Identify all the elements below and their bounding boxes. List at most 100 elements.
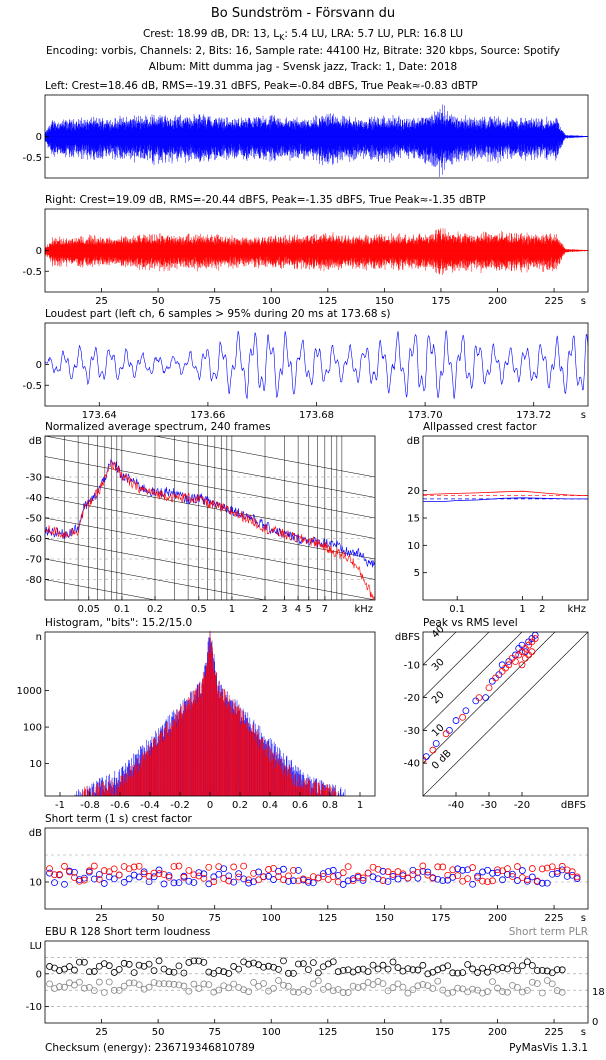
short-crest-point-right (404, 874, 412, 882)
right-ytick-label: 0 (36, 246, 42, 257)
short-crest-point-right (51, 871, 58, 879)
ebu-plr-point (190, 980, 198, 988)
spectrum-xtick-label: 5 (306, 604, 312, 615)
short-crest-point-right (130, 863, 138, 871)
ebu-loudness-point (299, 960, 307, 968)
spectrum-xunit-label: kHz (354, 604, 373, 615)
ebu-plr-point (130, 979, 138, 987)
ebu-plr-point (195, 985, 203, 992)
short-crest-point-right (414, 868, 422, 876)
ebu-loudness-point (334, 968, 342, 976)
ebu-plr-point (528, 978, 536, 986)
short-crest-point-left (424, 868, 432, 876)
ebu-loudness-point (514, 967, 521, 975)
ebu-plr-point (175, 981, 183, 989)
ebu-plr-point (518, 988, 526, 996)
peakrms-xtick-label: -30 (481, 800, 497, 811)
checksum-text: Checksum (energy): 236719346810789 (45, 1042, 255, 1054)
short-crest-point-right (200, 874, 208, 882)
short-crest-point-right (75, 877, 83, 885)
short-crest-point-left (294, 866, 302, 874)
short-crest-point-right (155, 870, 163, 877)
short-crest-point-right (110, 865, 118, 873)
loudest-xtick-label: 173.64 (82, 410, 117, 421)
peakrms-crest-line (423, 632, 457, 666)
short-crest-point-left (165, 872, 173, 880)
peakrms-point-right (502, 664, 509, 672)
short-crest-point-left (145, 878, 153, 886)
right-xtick-label: 100 (262, 296, 281, 307)
peakrms-crest-label: 10 (430, 722, 447, 739)
peakrms-xaxis-label: dBFS (561, 800, 586, 811)
short-crest-point-left (290, 877, 297, 885)
ebu-plr-point (538, 989, 546, 997)
short-crest-point-left (160, 880, 168, 888)
peakrms-point-right (525, 651, 532, 659)
ebu-loudness-point (449, 969, 457, 977)
short-crest-point-right (354, 872, 362, 880)
spectrum-slope-line (153, 436, 375, 478)
histogram-ytick-label: 1000 (17, 686, 42, 697)
peakrms-yaxis-label: dBFS (395, 632, 420, 643)
ebu-loudness-point (245, 960, 253, 968)
ebu-loudness-point (280, 957, 287, 965)
loudest-xunit-label: s (581, 410, 586, 421)
header-album-line: Album: Mitt dumma jag - Svensk jazz, Tra… (148, 61, 458, 73)
histogram-xtick-label: 0.2 (232, 800, 248, 811)
shortcrest-xtick-label: 150 (375, 913, 394, 924)
spectrum-slope-line (45, 456, 375, 519)
ebu-plr-point (250, 978, 258, 986)
short-crest-point-right (419, 862, 427, 870)
right-ytick-label: -0.5 (22, 267, 42, 278)
stats-prefix: Crest: 18.99 dB, DR: 13, L (142, 28, 280, 40)
short-crest-point-left (563, 872, 571, 880)
ebu-xtick-label: 225 (545, 1027, 564, 1038)
peakrms-point-left (452, 717, 460, 724)
short-crest-point-right (80, 876, 88, 884)
ebu-loudness-point (130, 969, 138, 977)
histogram-xtick-label: -0.8 (80, 800, 100, 811)
ebu-plr-point (359, 982, 367, 990)
short-crest-point-left (230, 878, 238, 886)
ebu-loudness-point (265, 962, 272, 970)
short-crest-point-right (135, 862, 143, 870)
ebu-loudness-point (518, 962, 526, 970)
histogram-yaxis-label: n (36, 632, 42, 643)
ebu-loudness-point (533, 967, 541, 974)
peakrms-crest-label: 30 (430, 657, 447, 674)
short-crest-point-left (543, 879, 551, 887)
peakrms-ytick-label: -20 (404, 693, 420, 704)
ebu-plr-point (90, 987, 98, 994)
shortcrest-xunit-label: s (581, 913, 586, 924)
ebu-plr-point (384, 987, 392, 995)
ebu-loudness-point (120, 959, 128, 967)
ebu-plr-point (135, 981, 143, 989)
peakrms-point-right (521, 654, 529, 662)
ebu-xtick-label: 100 (262, 1027, 281, 1038)
ebu-loudness-point (75, 958, 83, 966)
short-crest-point-right (543, 864, 551, 872)
short-crest-point-right (150, 869, 158, 877)
spectrum-series-left (45, 458, 375, 568)
ebu-loudness-point (170, 968, 178, 976)
ebu-plr-point (100, 989, 108, 996)
ebu-ytick-label: 0 (36, 969, 42, 980)
short-crest-point-right (210, 878, 218, 886)
ebu-loudness-point (200, 958, 208, 966)
allpass-series-right (422, 490, 589, 496)
ebu-plr-point (165, 980, 173, 988)
ebu-loudness-point (484, 968, 491, 976)
short-crest-point-left (270, 876, 277, 883)
ebu-plr-point (479, 989, 486, 997)
ebu-loudness-point (105, 962, 113, 970)
ebu-plr-point (230, 980, 238, 988)
ebu-loudness-point (528, 962, 536, 969)
ebu-plr-point (409, 986, 417, 994)
right-xtick-label: 75 (208, 296, 221, 307)
ebu-plr-point (75, 978, 83, 986)
spectrum-xtick-label: 3 (281, 604, 287, 615)
peakrms-point-left (472, 697, 480, 705)
left-waveform-series (44, 104, 589, 177)
short-crest-point-left (518, 867, 526, 874)
